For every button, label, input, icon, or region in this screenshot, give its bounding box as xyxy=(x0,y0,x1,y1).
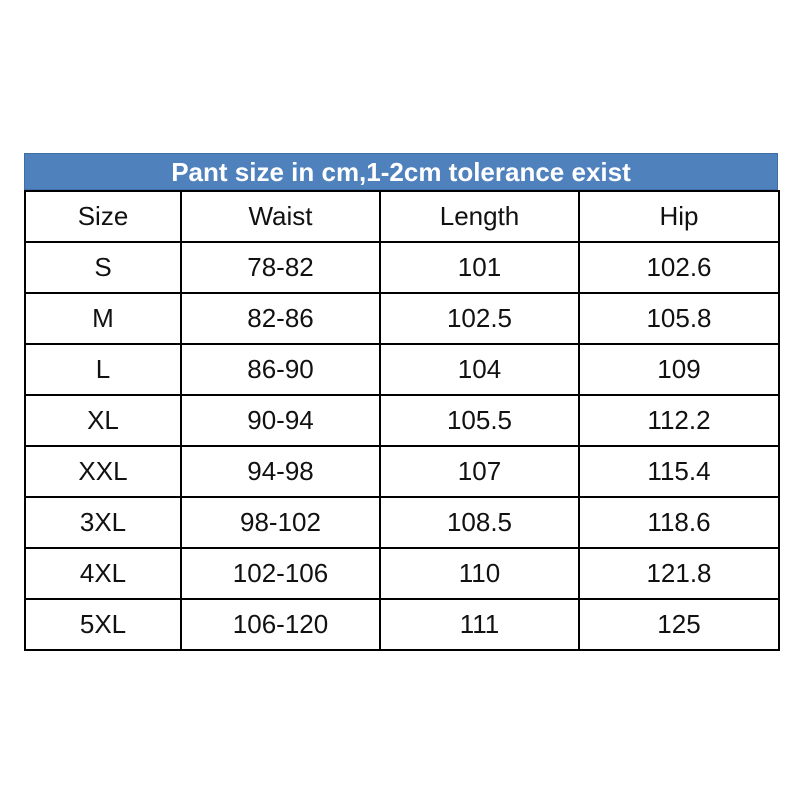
table-cell: 98-102 xyxy=(180,496,381,549)
table-cell: M xyxy=(24,292,182,345)
table-cell: 94-98 xyxy=(180,445,381,498)
table-cell: 82-86 xyxy=(180,292,381,345)
table-row: 4XL 102-106 110 121.8 xyxy=(24,547,780,600)
table-cell: L xyxy=(24,343,182,396)
header-cell: Waist xyxy=(180,190,381,243)
size-table: Size Waist Length Hip S 78-82 101 102.6 M 82-86 10… xyxy=(24,190,780,651)
table-cell: 106-120 xyxy=(180,598,381,651)
header-cell: Hip xyxy=(578,190,780,243)
table-cell: 90-94 xyxy=(180,394,381,447)
header-cell: Size xyxy=(24,190,182,243)
table-row: XL 90-94 105.5 112.2 xyxy=(24,394,780,447)
table-cell: XXL xyxy=(24,445,182,498)
table-row: 3XL 98-102 108.5 118.6 xyxy=(24,496,780,549)
table-row: M 82-86 102.5 105.8 xyxy=(24,292,780,345)
table-cell: 102.6 xyxy=(578,241,780,294)
table-cell: 101 xyxy=(379,241,580,294)
table-cell: 102-106 xyxy=(180,547,381,600)
table-row: 5XL 106-120 111 125 xyxy=(24,598,780,651)
table-cell: 105.5 xyxy=(379,394,580,447)
table-cell: 4XL xyxy=(24,547,182,600)
header-row: Size Waist Length Hip xyxy=(24,190,780,243)
table-cell: 111 xyxy=(379,598,580,651)
table-cell: 78-82 xyxy=(180,241,381,294)
table-cell: 104 xyxy=(379,343,580,396)
header-cell: Length xyxy=(379,190,580,243)
table-title: Pant size in cm,1-2cm tolerance exist xyxy=(24,153,778,190)
table-row: XXL 94-98 107 115.4 xyxy=(24,445,780,498)
table-cell: 109 xyxy=(578,343,780,396)
table-cell: 108.5 xyxy=(379,496,580,549)
table-cell: 107 xyxy=(379,445,580,498)
table-cell: 112.2 xyxy=(578,394,780,447)
table-cell: 115.4 xyxy=(578,445,780,498)
table-cell: 86-90 xyxy=(180,343,381,396)
table-cell: 121.8 xyxy=(578,547,780,600)
table-cell: 125 xyxy=(578,598,780,651)
table-cell: S xyxy=(24,241,182,294)
table-cell: 110 xyxy=(379,547,580,600)
table-cell: 105.8 xyxy=(578,292,780,345)
table-cell: XL xyxy=(24,394,182,447)
table-cell: 118.6 xyxy=(578,496,780,549)
table-row: L 86-90 104 109 xyxy=(24,343,780,396)
table-cell: 102.5 xyxy=(379,292,580,345)
table-cell: 3XL xyxy=(24,496,182,549)
size-chart: Pant size in cm,1-2cm tolerance exist Si… xyxy=(24,153,780,651)
table-row: S 78-82 101 102.6 xyxy=(24,241,780,294)
table-cell: 5XL xyxy=(24,598,182,651)
